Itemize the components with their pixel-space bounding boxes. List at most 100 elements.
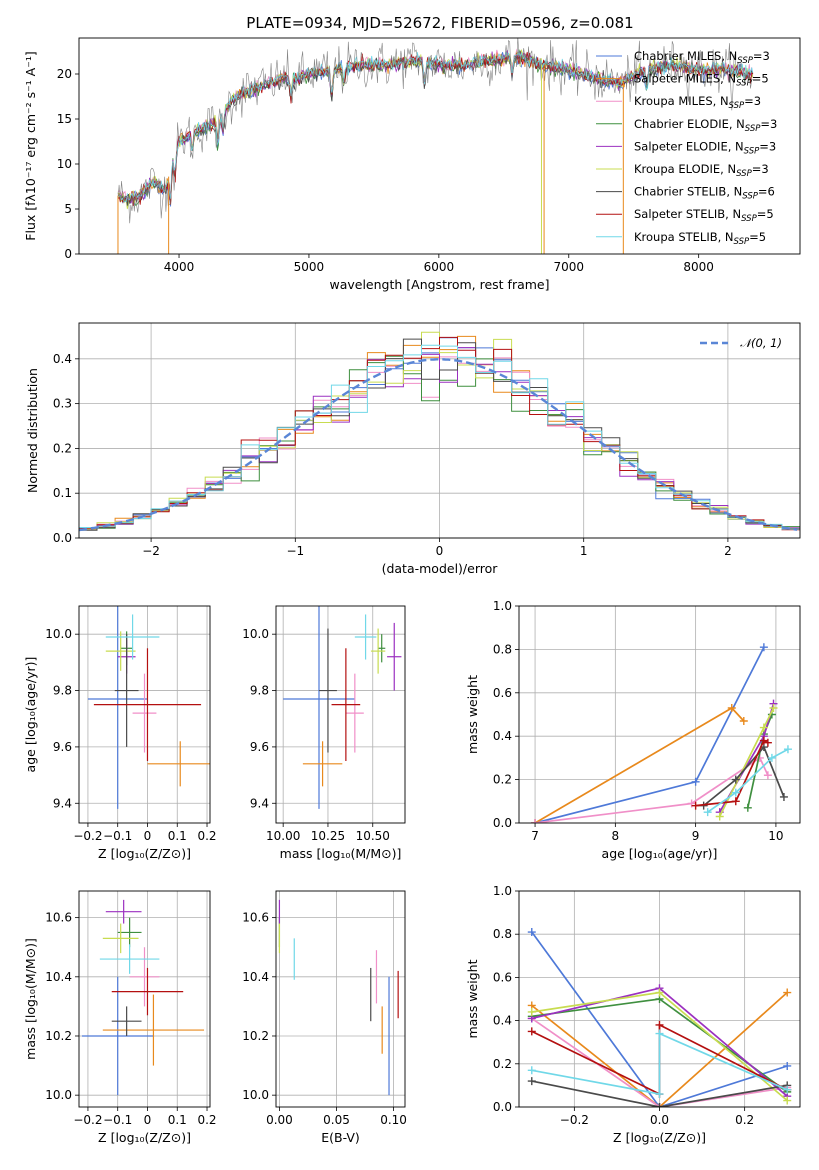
x-tick-label: 9 [692, 829, 700, 843]
legend-entry-kroupa-miles: Kroupa MILES, NSSP=3 [596, 94, 761, 111]
axes-frame [78, 37, 801, 255]
series-line [703, 745, 785, 807]
y-axis-label: mass weight [465, 675, 480, 754]
y-axis-label: Flux [fλ10⁻¹⁷ erg cm⁻² s⁻¹ A⁻¹] [23, 51, 38, 240]
point-marker [691, 801, 700, 810]
legend-label: Chabrier ELODIE, NSSP=3 [634, 117, 777, 134]
point-marker [779, 792, 788, 801]
legend-label-main: Salpeter STELIB, N [634, 207, 741, 221]
series-line [531, 1017, 788, 1107]
x-axis-label: Z [log₁₀(Z/Z⊙)] [98, 846, 191, 861]
x-tick-label: 0 [144, 829, 152, 843]
axes-frame [78, 605, 211, 824]
plot-area [81, 899, 205, 1096]
legend-label: Chabrier STELIB, NSSP=6 [634, 185, 775, 202]
series-line [707, 748, 789, 813]
errorbar-kroupa-miles [132, 673, 157, 753]
legend-label-main: Chabrier ELODIE, N [634, 117, 745, 131]
errorbar-chabrier-elodie [378, 634, 386, 663]
point-marker [655, 1029, 664, 1038]
x-tick-label: −2 [142, 544, 160, 558]
series-kroupa-elodie [715, 703, 778, 821]
legend-label-tail: =6 [758, 185, 775, 199]
x-axis-label: wavelength [Angstrom, rest frame] [329, 277, 549, 292]
legend-label-main: Chabrier MILES, N [634, 49, 737, 63]
legend-entry-salpeter-elodie: Salpeter ELODIE, NSSP=3 [596, 139, 776, 156]
errorbar-salpeter-elodie [105, 899, 142, 924]
point-marker [527, 928, 536, 937]
legend-label-tail: =3 [753, 49, 770, 63]
y-tick-label: 10.0 [45, 1088, 72, 1102]
x-tick-label: 10 [768, 829, 783, 843]
errorbar-salpeter-miles [102, 994, 205, 1066]
series-salpeter-miles [531, 703, 748, 823]
series-line [531, 931, 788, 1107]
errorbar-chabrier-stelib [111, 1006, 142, 1036]
x-tick-label: 0.2 [735, 1113, 754, 1127]
y-tick-label: 10.6 [242, 911, 269, 925]
observed-spectrum [117, 38, 753, 224]
legend-label-sub: SSP [734, 237, 750, 247]
point-marker [691, 777, 700, 786]
x-tick-label: 10.50 [356, 829, 390, 843]
y-tick-label: 10.0 [242, 627, 269, 641]
panel-1: 4000 5000 6000 7000 8000 0 5 10 15 20 wavelength [… [23, 37, 801, 292]
y-tick-label: 0.6 [493, 970, 512, 984]
x-tick-label: −0.2 [73, 1113, 102, 1127]
point-marker [763, 738, 772, 747]
errorbar-kroupa-stelib [105, 614, 160, 660]
y-axis-label: Normed distribution [25, 368, 40, 493]
point-marker [759, 736, 768, 745]
legend-entry-chabrier-elodie: Chabrier ELODIE, NSSP=3 [596, 117, 777, 134]
legend-label-tail: =3 [752, 162, 769, 176]
plot-area [283, 606, 402, 809]
y-tick-label: 10.2 [45, 1029, 72, 1043]
legend-label-sub: SSP [729, 101, 745, 111]
legend-label-main: Kroupa ELODIE, N [634, 162, 736, 176]
legend-label-tail: =3 [759, 139, 776, 153]
legend-label-main: Salpeter ELODIE, N [634, 139, 744, 153]
legend-label: Salpeter MILES, NSSP=5 [634, 72, 769, 89]
x-tick-label: 0.1 [168, 829, 187, 843]
panel-7: 0.00 0.05 0.10 10.0 10.2 10.4 10.6 E(B-V) [242, 890, 407, 1145]
point-marker [655, 1103, 664, 1107]
legend-label-main: Chabrier STELIB, N [634, 185, 742, 199]
legend-label-tail: =3 [744, 94, 761, 108]
legend-label-tail: =5 [757, 207, 774, 221]
series-line [718, 707, 775, 817]
series-chabrier-stelib [699, 743, 788, 810]
point-marker [769, 703, 778, 712]
y-tick-label: 0 [64, 247, 72, 261]
x-tick-label: −0.1 [103, 1113, 132, 1127]
legend-label: Chabrier MILES, NSSP=3 [634, 49, 770, 66]
x-tick-label: 2 [724, 544, 732, 558]
legend-label-main: Kroupa STELIB, N [634, 230, 734, 244]
errorbar-kroupa-stelib [99, 944, 160, 974]
legend-entry-normal: 𝒩(0, 1) [700, 336, 782, 350]
x-tick-label: 1 [580, 544, 588, 558]
legend-entry-salpeter-miles: Salpeter MILES, NSSP=5 [596, 72, 769, 89]
histogram-chabrier-elodie [79, 355, 800, 538]
y-tick-label: 10 [57, 157, 72, 171]
x-axis-label: Z [log₁₀(Z/Z⊙)] [613, 1130, 706, 1145]
x-tick-label: 4000 [164, 260, 195, 274]
y-tick-label: 9.6 [53, 740, 72, 754]
errorbar-chabrier-stelib [114, 634, 139, 747]
legend-label: Kroupa STELIB, NSSP=5 [634, 230, 766, 247]
y-tick-label: 0.0 [53, 531, 72, 545]
errorbar-salpeter-stelib [93, 648, 202, 761]
y-tick-label: 10.4 [45, 970, 72, 984]
errorbar-chabrier-elodie [117, 917, 142, 948]
errorbar-kroupa-elodie [102, 923, 139, 954]
x-tick-label: 8 [612, 829, 620, 843]
panel-4: 10.00 10.25 10.50 9.4 9.6 9.8 10.0 mass [log₁₀(… [242, 605, 406, 861]
axes-frame [275, 890, 406, 1108]
point-marker [527, 1077, 536, 1086]
y-axis-label: age [log₁₀(age/yr)] [23, 657, 38, 773]
errorbar-kroupa-elodie [105, 631, 136, 671]
y-tick-label: 10.2 [242, 1029, 269, 1043]
y-tick-label: 10.0 [45, 627, 72, 641]
legend-label-sub: SSP [741, 214, 757, 224]
legend-label: Kroupa MILES, NSSP=3 [634, 94, 761, 111]
x-tick-label: 0.0 [650, 1113, 669, 1127]
